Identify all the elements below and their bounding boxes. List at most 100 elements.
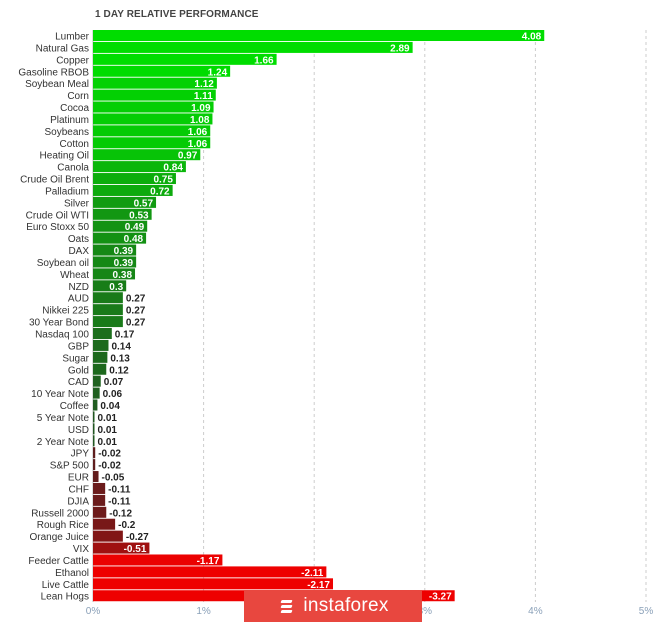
category-label: Live Cattle — [42, 580, 90, 591]
category-label: Rough Rice — [37, 520, 90, 531]
bar — [93, 65, 231, 77]
value-label: -0.02 — [98, 461, 121, 472]
value-label: 1.12 — [194, 79, 214, 90]
value-label: 1.24 — [208, 67, 228, 78]
bar — [93, 482, 106, 494]
category-label: AUD — [68, 294, 89, 305]
bar — [93, 161, 186, 173]
bar — [93, 184, 173, 196]
category-label: 2 Year Note — [37, 437, 90, 448]
bar — [93, 339, 109, 351]
category-label: 10 Year Note — [31, 389, 89, 400]
category-label: Euro Stoxx 50 — [26, 222, 89, 233]
category-label: Palladium — [45, 186, 89, 197]
bar — [93, 77, 217, 89]
category-label: Natural Gas — [36, 43, 89, 54]
value-label: 0.13 — [110, 353, 130, 364]
bar — [93, 375, 101, 387]
value-label: 0.53 — [129, 210, 149, 221]
category-label: Platinum — [50, 115, 89, 126]
value-label: -0.12 — [109, 508, 132, 519]
grid-lines — [92, 30, 647, 602]
bar — [93, 280, 127, 292]
bar — [93, 566, 327, 578]
category-label: Nikkei 225 — [42, 306, 89, 317]
value-label: 0.3 — [109, 282, 123, 293]
value-label: 0.06 — [103, 389, 123, 400]
bar — [93, 328, 112, 339]
bar — [93, 208, 152, 220]
bar — [93, 256, 137, 268]
value-label: 0.39 — [114, 258, 134, 269]
bar — [93, 316, 123, 328]
category-label: NZD — [68, 282, 89, 293]
bar — [93, 149, 201, 161]
value-label: 0.38 — [113, 270, 133, 281]
value-label: 0.27 — [126, 318, 146, 329]
bar — [93, 351, 108, 363]
category-label: Feeder Cattle — [28, 556, 89, 567]
value-label: -1.17 — [197, 556, 220, 567]
category-label: GBP — [68, 341, 89, 352]
category-label: Copper — [56, 55, 89, 66]
category-label: DAX — [68, 246, 89, 257]
category-label: Coffee — [60, 401, 90, 412]
value-label: 0.49 — [125, 222, 145, 233]
bar — [93, 292, 123, 304]
category-label: DJIA — [67, 496, 89, 507]
category-label: Cotton — [60, 139, 89, 150]
x-tick-label: 5% — [639, 606, 654, 617]
category-label: EUR — [68, 473, 89, 484]
bar — [93, 542, 150, 554]
value-label: 0.84 — [163, 163, 183, 174]
bar — [93, 304, 123, 316]
category-label: Wheat — [60, 270, 89, 281]
value-label: -0.11 — [108, 496, 131, 507]
value-label: 1.06 — [188, 127, 208, 138]
bar — [93, 363, 107, 375]
category-label: Gold — [68, 365, 89, 376]
category-label: 30 Year Bond — [29, 318, 89, 329]
bar — [93, 399, 98, 411]
bar — [93, 101, 214, 113]
value-label: 1.11 — [194, 91, 213, 102]
bar — [93, 387, 100, 399]
bar — [93, 41, 413, 53]
category-label: Soybean oil — [37, 258, 89, 269]
value-label: 0.75 — [153, 175, 173, 186]
category-label: Lean Hogs — [41, 592, 89, 603]
value-label: 1.06 — [188, 139, 208, 150]
category-label: Orange Juice — [30, 532, 90, 543]
category-label: Heating Oil — [40, 151, 89, 162]
category-label: Canola — [57, 163, 89, 174]
bar — [93, 268, 136, 280]
value-label: 0.04 — [100, 401, 120, 412]
bars — [93, 30, 545, 602]
category-label: Russell 2000 — [31, 508, 89, 519]
value-label: 1.09 — [191, 103, 211, 114]
value-label: -0.02 — [98, 449, 121, 460]
category-label: Soybeans — [45, 127, 89, 138]
bar — [93, 113, 213, 125]
chart-title: 1 DAY RELATIVE PERFORMANCE — [95, 9, 259, 20]
category-label: Soybean Meal — [25, 79, 89, 90]
value-label: 0.07 — [104, 377, 124, 388]
value-label: -3.27 — [429, 592, 452, 603]
x-tick-label: 0% — [86, 606, 101, 617]
bar — [93, 196, 157, 208]
bar — [93, 53, 277, 65]
category-label: Sugar — [62, 353, 89, 364]
value-label: -0.11 — [108, 484, 131, 495]
value-label: 0.39 — [114, 246, 134, 257]
category-label: Corn — [67, 91, 89, 102]
bar — [93, 137, 211, 149]
value-labels: 4.082.891.661.241.121.111.091.081.061.06… — [98, 32, 542, 603]
category-label: Crude Oil Brent — [20, 175, 89, 186]
category-label: Lumber — [55, 32, 90, 43]
value-label: 0.48 — [124, 234, 144, 245]
bar — [93, 554, 223, 566]
value-label: 0.97 — [178, 151, 198, 162]
bar — [93, 518, 116, 530]
